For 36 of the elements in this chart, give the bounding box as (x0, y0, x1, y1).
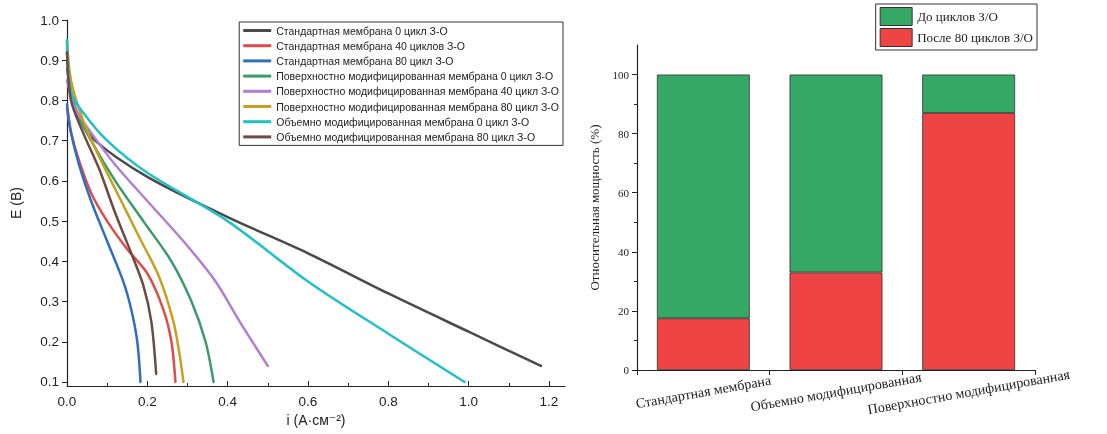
legend-label: После 80 циклов З/О (917, 30, 1033, 45)
x-axis-title: i (А·см⁻²) (286, 411, 346, 428)
y-tick-label: 0.9 (40, 52, 59, 68)
y-tick-label: 80 (618, 127, 630, 140)
x-tick-label: 1.2 (539, 393, 559, 409)
y-tick-label: 0.2 (40, 334, 59, 350)
legend-label: Поверхностно модифицированная мембрана 40 цикл З-О (276, 85, 559, 98)
y-tick-label: 20 (618, 304, 630, 317)
legend-label: Поверхностно модифицированная мембрана 0 цикл З-О (276, 70, 554, 83)
y-tick-label: 0.7 (40, 133, 59, 149)
y-tick-label: 100 (612, 68, 630, 81)
y-tick-label: 1.0 (40, 12, 59, 28)
x-tick-label: 0.2 (137, 393, 157, 409)
y-axis-title: Относительная мощность (%) (587, 124, 602, 291)
y-tick-label: 0.3 (40, 294, 59, 310)
x-tick-label: 0.4 (218, 393, 238, 409)
legend-label: Объемно модифицированная мембрана 0 цикл З-О (276, 115, 530, 128)
legend-label: Стандартная мембрана 0 цикл З-О (276, 24, 448, 37)
legend-label: Поверхностно модифицированная мембрана 80 цикл З-О (276, 100, 559, 113)
y-tick-label: 0.8 (40, 92, 59, 108)
y-tick-label: 0.4 (40, 253, 60, 269)
x-tick-label: 0.8 (378, 393, 398, 409)
legend-label: Стандартная мембрана 40 циклов З-О (276, 39, 465, 52)
legend-label: Объемно модифицированная мембрана 80 цикл З-О (276, 130, 536, 143)
x-tick-label: 0.0 (57, 393, 77, 409)
y-tick-label: 0.1 (40, 374, 59, 390)
y-tick-label: 0.6 (40, 173, 59, 189)
legend-label: Стандартная мембрана 80 цикл З-О (276, 54, 454, 67)
x-tick-label: 0.6 (298, 393, 318, 409)
y-tick-label: 40 (618, 245, 630, 258)
y-axis-title: E (В) (8, 187, 24, 219)
y-tick-label: 0 (623, 364, 630, 376)
x-tick-label: 1.0 (459, 393, 478, 409)
legend-label: До циклов З/О (917, 9, 998, 24)
y-tick-label: 60 (618, 186, 630, 199)
y-tick-label: 0.5 (40, 213, 59, 229)
